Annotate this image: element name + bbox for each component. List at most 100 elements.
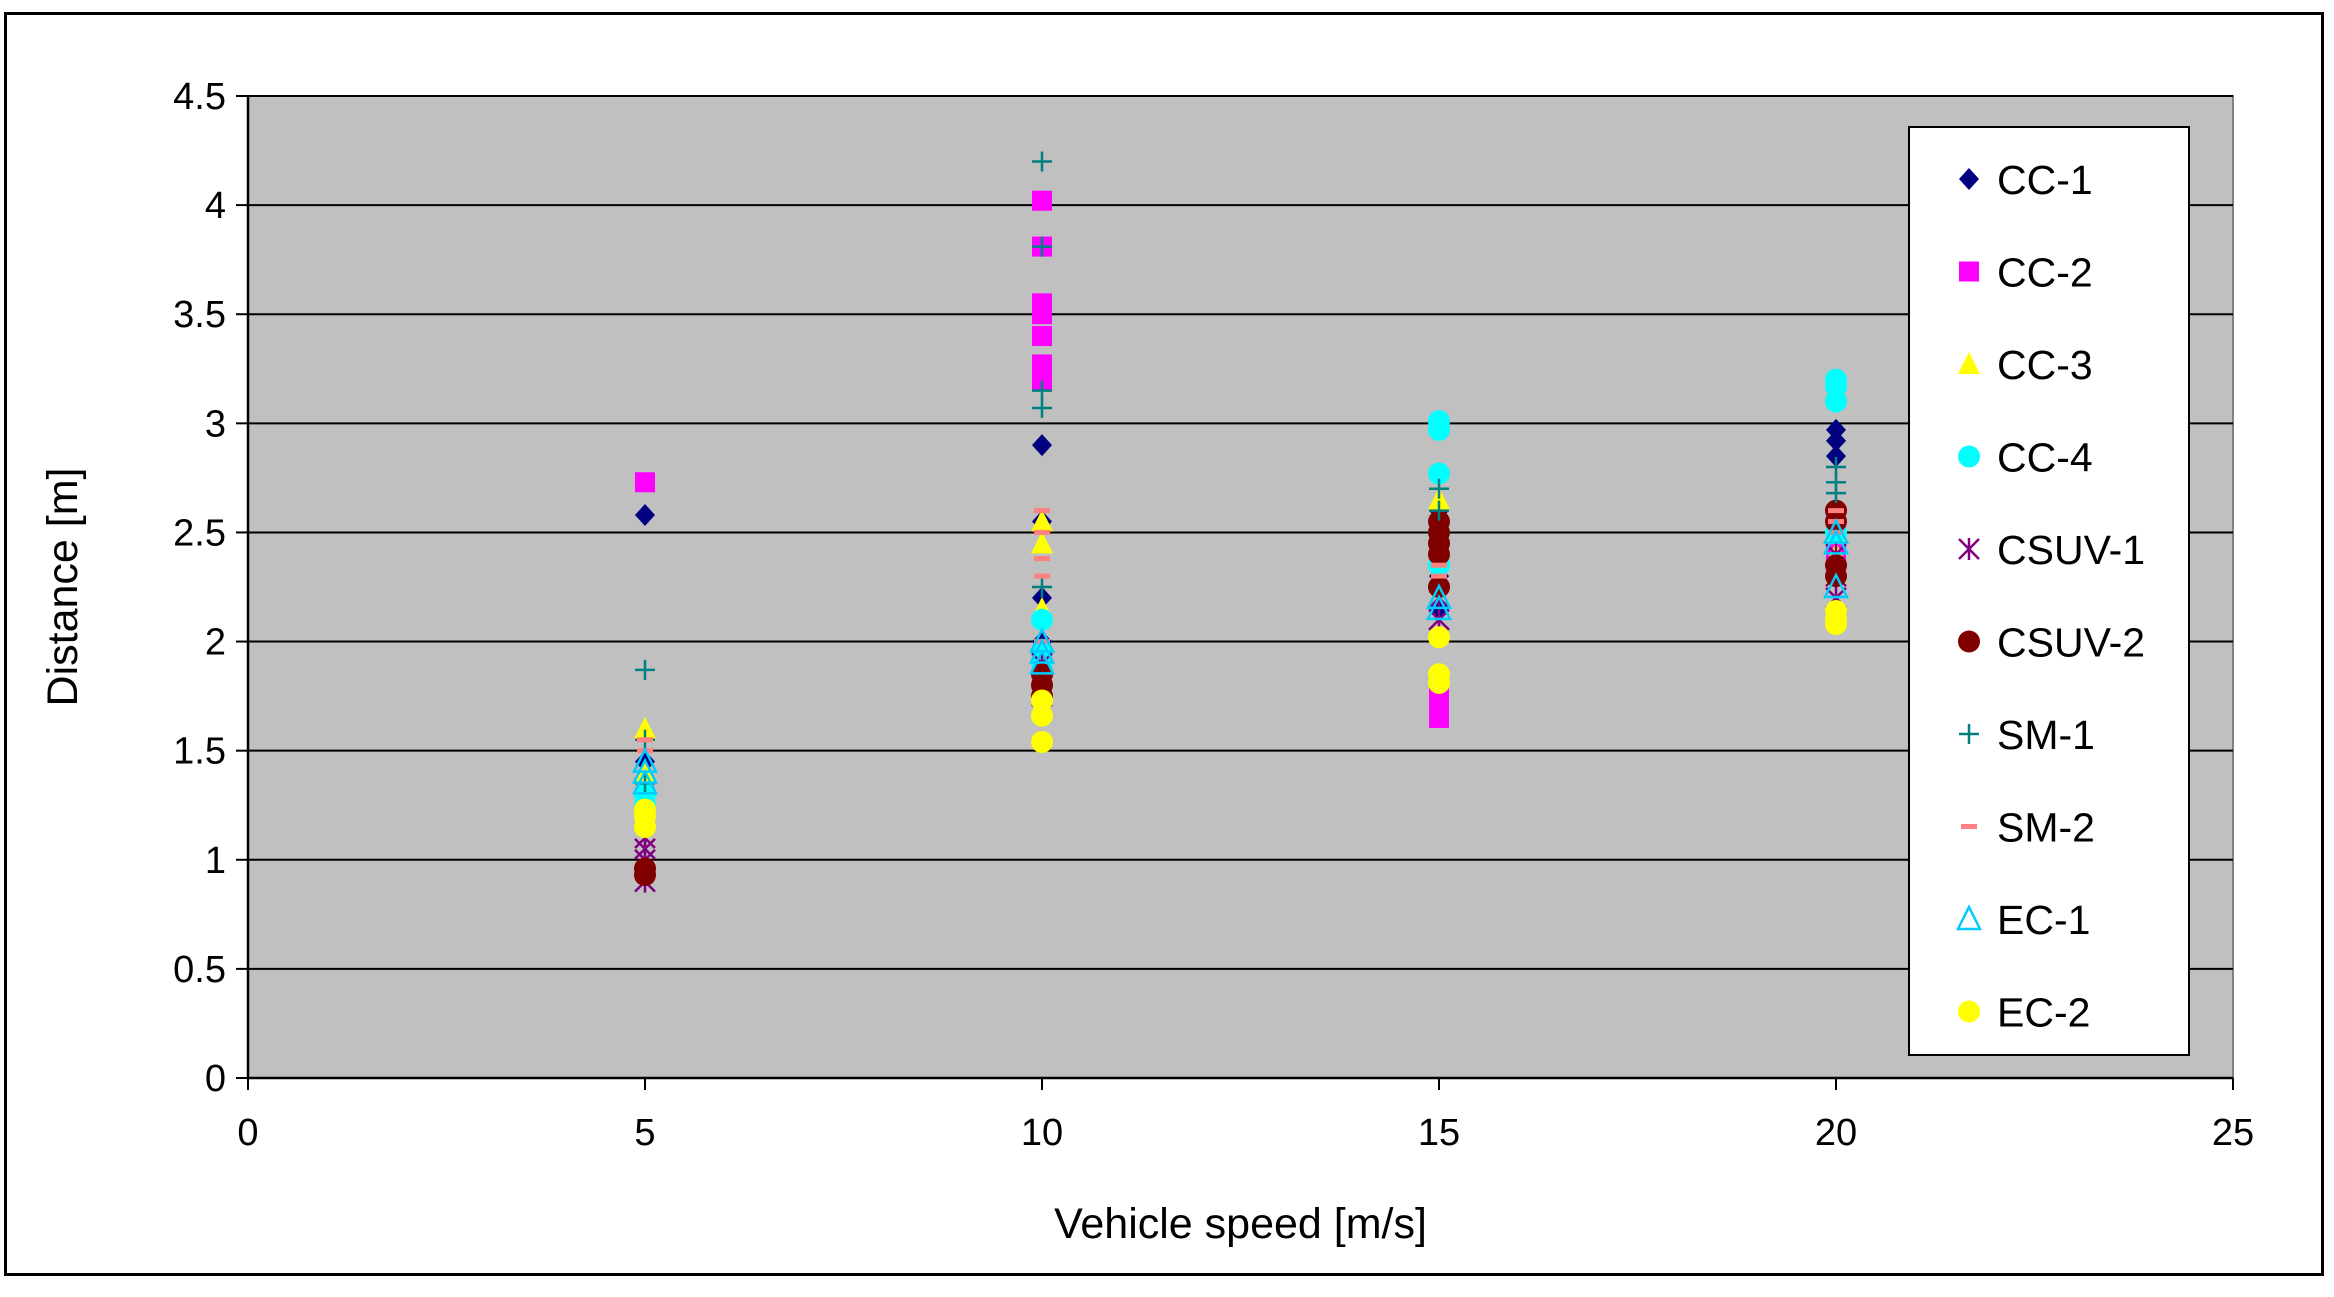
legend-marker — [1959, 168, 1979, 190]
legend-label: SM-1 — [1997, 712, 2095, 758]
data-point — [1032, 369, 1052, 390]
legend-marker — [1958, 445, 1980, 468]
data-point — [1032, 151, 1052, 172]
data-point — [1825, 390, 1847, 413]
legend-item: SM-2 — [1961, 805, 2095, 851]
data-point — [1032, 190, 1052, 211]
y-tick-label: 3 — [205, 403, 226, 445]
data-point — [1032, 326, 1052, 347]
data-point — [634, 864, 656, 887]
plot-area — [247, 95, 2234, 1079]
series-ec-1 — [631, 517, 1850, 795]
data-point — [1826, 483, 1846, 504]
legend-marker — [1958, 352, 1980, 374]
data-point — [1428, 418, 1450, 441]
x-tick-label: 10 — [1021, 1112, 1063, 1154]
legend-box — [1908, 126, 2190, 1056]
data-point — [1031, 689, 1053, 712]
x-tick-label: 5 — [634, 1112, 655, 1154]
data-point — [1028, 637, 1056, 664]
data-point — [1429, 500, 1449, 521]
data-point — [1032, 236, 1052, 257]
data-point — [1031, 509, 1053, 532]
data-point — [1822, 572, 1850, 599]
chart-frame: 0 0.5 1 1.5 2 2.5 3 3.5 4 4.5 0 5 10 15 20 25 Vehicle s… — [4, 12, 2324, 1276]
data-point — [1028, 648, 1056, 675]
x-tick-label: 0 — [237, 1112, 258, 1154]
legend-item: CC-1 — [1959, 157, 2093, 203]
gridlines — [248, 95, 2233, 970]
data-point — [1425, 594, 1453, 621]
data-point — [1429, 478, 1449, 499]
data-point — [1032, 434, 1052, 457]
legend-item: SM-1 — [1959, 712, 2095, 758]
y-axis-title: Distance [m] — [39, 468, 87, 707]
y-tick-label: 2 — [205, 622, 226, 664]
legend-item: CSUV-2 — [1958, 620, 2145, 666]
data-point — [1428, 462, 1450, 485]
data-point — [1031, 608, 1053, 631]
data-point — [1822, 517, 1850, 544]
data-point — [634, 716, 656, 739]
legend-label: CC-2 — [1997, 250, 2093, 296]
data-point — [1032, 398, 1052, 419]
legend-label: CC-4 — [1997, 435, 2093, 481]
y-tick-label: 0.5 — [173, 949, 226, 991]
legend-label: CSUV-1 — [1997, 527, 2145, 573]
y-tick-label: 2.5 — [173, 512, 226, 554]
legend-item: CC-4 — [1958, 435, 2093, 481]
x-axis-title: Vehicle speed [m/s] — [1054, 1200, 1427, 1248]
y-tick-label: 1 — [205, 840, 226, 882]
data-point — [1428, 626, 1450, 649]
legend-label: EC-1 — [1997, 897, 2090, 943]
data-point — [1031, 730, 1053, 753]
data-point — [1822, 528, 1850, 555]
legend-label: EC-2 — [1997, 990, 2090, 1036]
y-tick-label: 0 — [205, 1058, 226, 1100]
legend-item: EC-2 — [1958, 990, 2090, 1036]
data-point — [635, 472, 655, 493]
series-cc-2 — [635, 190, 1846, 728]
data-point — [635, 503, 655, 526]
data-point — [1032, 577, 1052, 597]
legend-label: SM-2 — [1997, 805, 2095, 851]
data-point — [1032, 354, 1052, 375]
legend-marker — [1958, 630, 1980, 653]
legend-marker — [1958, 1000, 1980, 1023]
data-point — [631, 768, 659, 795]
data-point — [1031, 531, 1053, 554]
data-point — [1032, 304, 1052, 325]
data-point — [1826, 429, 1846, 452]
data-point — [1826, 445, 1846, 468]
y-tick-label: 4 — [205, 185, 226, 227]
series-ec-2 — [634, 600, 1847, 839]
legend-item: EC-1 — [1955, 897, 2090, 943]
y-tick-label: 3.5 — [173, 294, 226, 336]
legend-item: CSUV-1 — [1958, 527, 2145, 573]
legend-label: CC-1 — [1997, 157, 2093, 203]
data-point — [1031, 704, 1053, 727]
data-point — [1825, 613, 1847, 636]
legend-item: CC-3 — [1958, 342, 2093, 388]
x-tick-label: 20 — [1815, 1112, 1857, 1154]
data-point — [1425, 583, 1453, 610]
data-point — [1428, 672, 1450, 695]
y-tick-label: 1.5 — [173, 731, 226, 773]
y-tick-label: 4.5 — [173, 76, 226, 118]
legend-item: CC-2 — [1959, 250, 2093, 296]
legend-label: CC-3 — [1997, 342, 2093, 388]
data-point — [631, 757, 659, 784]
legend: CC-1 CC-2 CC-3 CC-4 CSUV-1 CSUV-2 SM-1 SM-2 EC-1… — [1908, 126, 2190, 1056]
data-point — [1428, 543, 1450, 566]
data-point — [635, 659, 655, 680]
legend-marker — [1958, 538, 1980, 560]
legend-marker — [1959, 724, 1979, 744]
x-tick-label: 25 — [2212, 1112, 2254, 1154]
data-point — [1032, 380, 1052, 401]
legend-label: CSUV-2 — [1997, 620, 2145, 666]
data-point — [1825, 375, 1847, 398]
data-points — [631, 151, 1850, 893]
legend-marker — [1955, 904, 1983, 931]
axes: 0 0.5 1 1.5 2 2.5 3 3.5 4 4.5 0 5 10 15 20 25 — [173, 76, 2254, 1154]
data-point — [634, 816, 656, 839]
